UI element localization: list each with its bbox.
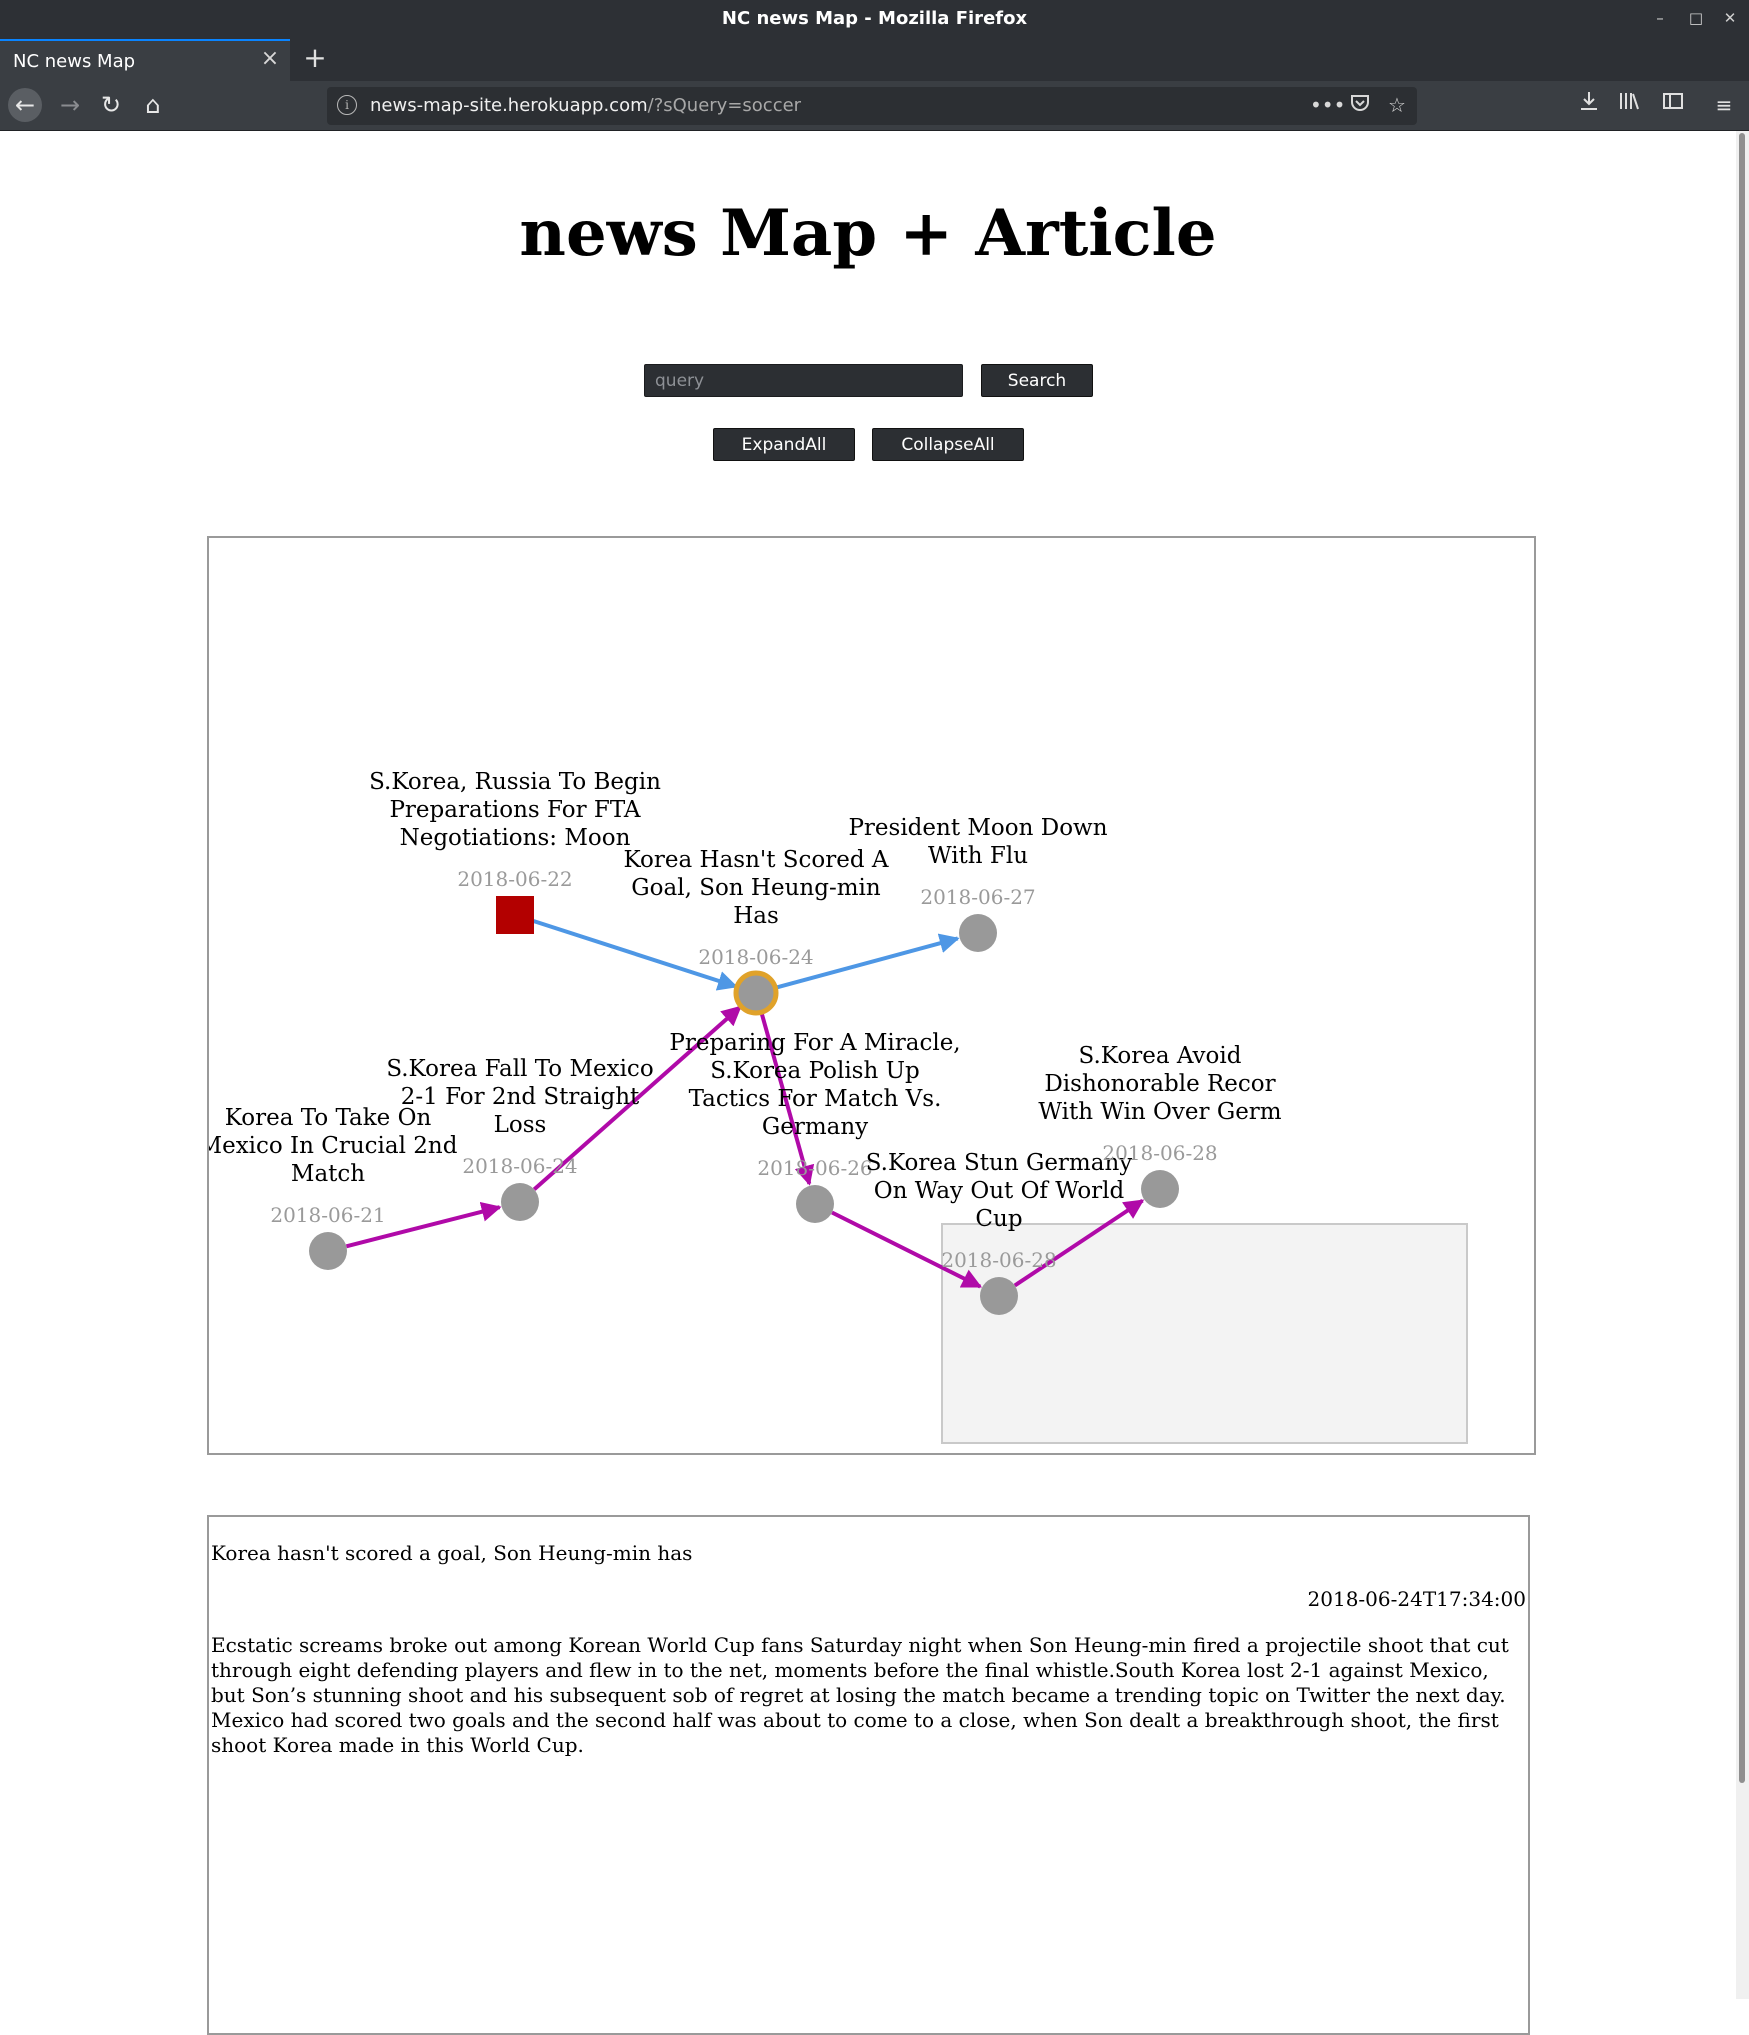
map-edge: [759, 1010, 815, 1186]
node-title-line: Dishonorable Recor: [1044, 1071, 1275, 1097]
back-icon[interactable]: ←: [8, 88, 42, 122]
reload-icon[interactable]: ↻: [100, 91, 122, 119]
node-title-line: Germany: [762, 1114, 868, 1140]
node-group-box: [941, 1223, 1468, 1444]
news-map: 2018-06-22 S.Korea, Russia To Begin Prepar…: [207, 536, 1536, 1455]
map-edge: [532, 918, 738, 991]
news-map-canvas: 2018-06-22S.Korea, Russia To BeginPrepar…: [209, 769, 1468, 1444]
selected-node-circle[interactable]: [733, 970, 779, 1016]
menu-icon[interactable]: ≡: [1715, 93, 1733, 117]
close-window-icon[interactable]: ✕: [1723, 9, 1737, 27]
node-circle[interactable]: [959, 914, 997, 952]
article-panel: Korea hasn't scored a goal, Son Heung-mi…: [207, 1515, 1530, 2035]
site-info-icon[interactable]: i: [337, 95, 357, 115]
node-title-line: 2-1 For 2nd Straight: [401, 1084, 640, 1110]
sidebar-icon[interactable]: [1658, 90, 1688, 120]
url-path: /?sQuery=soccer: [647, 95, 802, 116]
node-date: 2018-06-28: [941, 1248, 1056, 1272]
node-title-line: S.Korea, Russia To Begin: [369, 769, 661, 795]
node-circle[interactable]: [980, 1277, 1018, 1315]
url-host: news-map-site.herokuapp.com: [370, 95, 648, 116]
node-title-line: With Flu: [928, 843, 1028, 869]
maximize-icon[interactable]: □: [1688, 9, 1704, 27]
window-titlebar: NC news Map - Mozilla Firefox – □ ✕: [0, 0, 1749, 37]
node-title-line: Tactics For Match Vs.: [689, 1086, 942, 1112]
page-actions-icon[interactable]: •••: [1310, 93, 1346, 117]
node-title-line: Korea Hasn't Scored A: [623, 847, 888, 873]
node-title-line: Match: [291, 1161, 365, 1187]
tab-nc-news-map[interactable]: NC news Map ×: [0, 39, 290, 81]
collapse-all-button[interactable]: CollapseAll: [872, 428, 1024, 461]
search-input[interactable]: [644, 364, 963, 397]
node-circle[interactable]: [1141, 1170, 1179, 1208]
forward-icon[interactable]: →: [59, 91, 81, 119]
window-title: NC news Map - Mozilla Firefox: [721, 8, 1028, 29]
search-button[interactable]: Search: [981, 364, 1093, 397]
article-timestamp: 2018-06-24T17:34:00: [1307, 1587, 1526, 1611]
node-title-line: President Moon Down: [848, 815, 1107, 841]
map-edge: [773, 933, 960, 990]
node-title-line: S.Korea Fall To Mexico: [386, 1056, 653, 1082]
navigation-toolbar: ← → ↻ ⌂ i news-map-site.herokuapp.com/?s…: [0, 81, 1749, 131]
close-tab-icon[interactable]: ×: [260, 46, 280, 71]
downloads-icon[interactable]: [1574, 90, 1604, 120]
pocket-icon[interactable]: [1347, 92, 1373, 118]
node-title-line: Mexico In Crucial 2nd: [209, 1133, 458, 1159]
home-icon[interactable]: ⌂: [145, 91, 161, 119]
node-date: 2018-06-26: [757, 1156, 872, 1180]
map-edge: [831, 1210, 983, 1289]
article-title: Korea hasn't scored a goal, Son Heung-mi…: [211, 1541, 693, 1565]
node-title-line: Negotiations: Moon: [400, 825, 631, 851]
node-date: 2018-06-21: [270, 1203, 385, 1227]
tab-title: NC news Map: [13, 51, 136, 72]
article-body: Ecstatic screams broke out among Korean …: [211, 1633, 1509, 1757]
node-title-line: Korea To Take On: [225, 1105, 432, 1131]
map-edge: [1013, 1198, 1145, 1288]
node-title-line: With Win Over Germ: [1038, 1099, 1281, 1125]
node-circle[interactable]: [309, 1232, 347, 1270]
node-date: 2018-06-27: [920, 885, 1035, 909]
node-title-line: S.Korea Avoid: [1079, 1043, 1242, 1069]
node-circle[interactable]: [501, 1183, 539, 1221]
node-title-line: S.Korea Polish Up: [710, 1058, 919, 1084]
node-title-line: Cup: [975, 1206, 1022, 1232]
page-scrollbar[interactable]: [1736, 131, 1749, 1999]
node-title-line: Goal, Son Heung-min: [631, 875, 881, 901]
node-date: 2018-06-24: [462, 1154, 577, 1178]
library-icon[interactable]: [1615, 90, 1645, 120]
node-date: 2018-06-22: [457, 867, 572, 891]
bookmark-star-icon[interactable]: ☆: [1388, 93, 1406, 117]
url-text[interactable]: news-map-site.herokuapp.com/?sQuery=socc…: [370, 95, 801, 116]
node-title-line: Preparing For A Miracle,: [669, 1030, 960, 1056]
node-circle[interactable]: [796, 1185, 834, 1223]
page-title: news Map + Article: [519, 196, 1217, 271]
root-node-square[interactable]: [496, 896, 534, 934]
address-bar[interactable]: i news-map-site.herokuapp.com/?sQuery=so…: [327, 87, 1417, 125]
news-node[interactable]: 2018-06-22 S.Korea, Russia To BeginPrepar…: [369, 769, 661, 934]
expand-all-button[interactable]: ExpandAll: [713, 428, 855, 461]
node-title-line: Preparations For FTA: [389, 797, 640, 823]
map-edge: [532, 1005, 742, 1191]
node-title-line: S.Korea Stun Germany: [866, 1150, 1133, 1176]
news-node[interactable]: 2018-06-26 Preparing For A Miracle,S.Kore…: [669, 1030, 961, 1223]
node-title-line: On Way Out Of World: [874, 1178, 1125, 1204]
node-date: 2018-06-28: [1102, 1141, 1217, 1165]
map-edge: [345, 1201, 502, 1249]
node-date: 2018-06-24: [698, 945, 813, 969]
node-title-line: Has: [733, 903, 779, 929]
minimize-icon[interactable]: –: [1656, 9, 1664, 27]
tab-bar: NC news Map × +: [0, 37, 1749, 81]
new-tab-icon[interactable]: +: [303, 41, 327, 74]
node-title-line: Loss: [494, 1112, 547, 1138]
scrollbar-thumb[interactable]: [1739, 133, 1745, 1783]
